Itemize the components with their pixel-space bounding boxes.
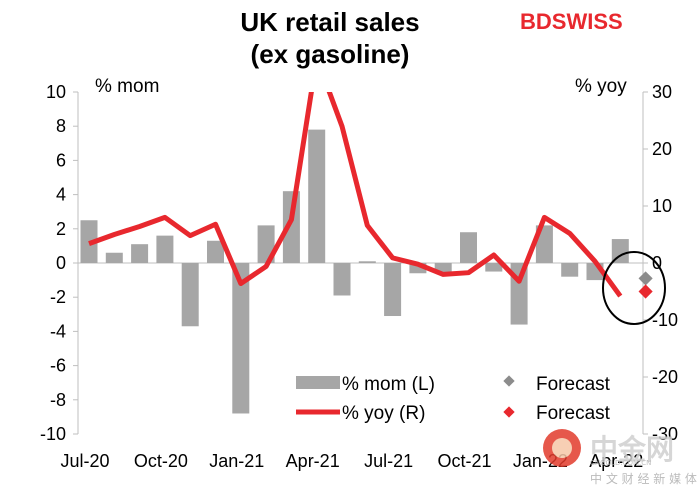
chart-title-line-1: UK retail sales — [240, 7, 419, 37]
mom-bar — [207, 240, 224, 263]
x-tick-label: Oct-21 — [437, 451, 491, 471]
mom-bar — [384, 263, 402, 317]
mom-bar — [611, 239, 629, 263]
mom-bar — [105, 252, 123, 263]
right-tick-label: -10 — [652, 310, 678, 330]
mom-bar — [561, 263, 579, 277]
brand-part-2: SWISS — [552, 9, 623, 34]
right-tick-label: -30 — [652, 424, 678, 444]
left-tick-label: 6 — [56, 150, 66, 170]
watermark-logo-inner — [552, 438, 572, 458]
left-tick-label: 10 — [46, 82, 66, 102]
x-axis-ticks: Jul-20 Oct-20 Jan-21 Apr-21 Jul-21 Oct-21 Jan-… — [60, 451, 643, 471]
left-tick-label: 8 — [56, 116, 66, 136]
forecast-marker — [638, 271, 653, 286]
right-tick-label: 20 — [652, 139, 672, 159]
forecast-marker — [638, 284, 653, 299]
right-tick-label: -20 — [652, 367, 678, 387]
mom-bar — [409, 263, 427, 274]
watermark-logo-text: 中金网 — [590, 433, 674, 466]
watermark-subtext: 中 文 财 经 新 媒 体 — [590, 471, 697, 486]
right-tick-label: 10 — [652, 196, 672, 216]
mom-bar — [232, 263, 250, 414]
left-tick-label: -10 — [40, 424, 66, 444]
left-tick-label: -4 — [50, 321, 66, 341]
legend-swatch-forecast-mom — [503, 375, 515, 387]
left-tick-label: -8 — [50, 390, 66, 410]
legend-swatch-forecast-yoy — [503, 406, 515, 418]
left-tick-label: 0 — [56, 253, 66, 273]
watermark-url: CNGOLD.COM.CN — [590, 459, 651, 467]
mom-bar — [485, 263, 503, 272]
mom-bar — [358, 261, 376, 263]
x-tick-label: Jan-21 — [209, 451, 264, 471]
x-tick-label: Oct-20 — [134, 451, 188, 471]
legend-label-yoy: % yoy (R) — [342, 403, 425, 424]
mom-bar — [156, 235, 174, 263]
legend-label-forecast-yoy: Forecast — [536, 403, 611, 424]
x-tick-label: Apr-22 — [589, 451, 643, 471]
mom-bar — [282, 191, 300, 263]
x-tick-label: Jul-20 — [60, 451, 109, 471]
legend-label-mom: % mom (L) — [342, 374, 435, 395]
mom-bar — [333, 263, 351, 296]
left-tick-label: -2 — [50, 287, 66, 307]
mom-bar — [460, 232, 477, 263]
x-tick-label: Apr-21 — [286, 451, 340, 471]
brand-part-1: BD — [520, 9, 552, 34]
right-axis-unit: % yoy — [575, 76, 627, 97]
left-tick-label: 4 — [56, 185, 66, 205]
brand-logo-text: BDSWISS — [520, 9, 623, 34]
legend: % mom (L) % yoy (R) Forecast Forecast — [296, 374, 611, 424]
right-tick-label: 30 — [652, 82, 672, 102]
yoy-line — [88, 92, 623, 298]
x-tick-label: Jul-21 — [364, 451, 413, 471]
forecast-highlight-circle — [602, 251, 666, 325]
left-tick-label: -6 — [50, 356, 66, 376]
yoy-line-group — [88, 92, 623, 298]
mom-bar — [434, 263, 452, 274]
chart-title-line-2: (ex gasoline) — [251, 39, 410, 69]
legend-label-forecast-mom: Forecast — [536, 374, 611, 395]
brand-logo: BDSWISS — [520, 9, 623, 34]
mom-bar — [308, 129, 326, 263]
mom-bar — [181, 263, 199, 327]
left-axis-unit: % mom — [95, 76, 159, 97]
left-axis-ticks: 10 8 6 4 2 0 -2 -4 -6 -8 -10 — [40, 82, 78, 444]
legend-swatch-mom — [296, 376, 340, 389]
watermark: 中金网 CNGOLD.COM.CN 中 文 财 经 新 媒 体 — [543, 429, 697, 486]
forecast-markers — [638, 271, 653, 299]
mom-bar — [131, 244, 149, 263]
left-tick-label: 2 — [56, 219, 66, 239]
